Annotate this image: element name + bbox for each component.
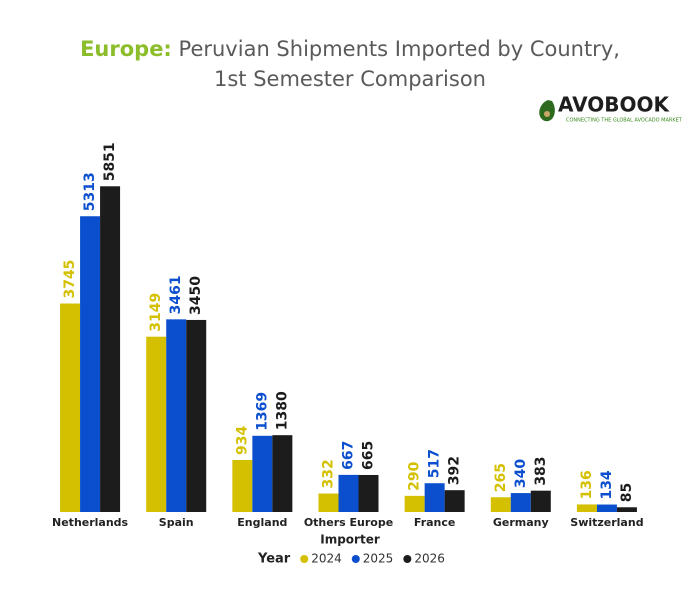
data-label: 332	[321, 459, 337, 488]
bar	[232, 460, 253, 512]
data-label: 392	[447, 456, 463, 485]
legend-swatch	[403, 555, 412, 563]
legend-title: Year	[257, 552, 291, 567]
data-label: 1380	[274, 391, 290, 430]
data-label: 934	[234, 426, 250, 455]
data-label: 665	[361, 441, 377, 470]
data-label: 134	[599, 470, 615, 499]
data-label: 3149	[148, 293, 164, 332]
data-label: 5313	[82, 172, 98, 211]
data-label: 3461	[168, 275, 184, 314]
logo-icon	[539, 100, 555, 122]
bar	[576, 504, 597, 512]
x-tick-label: Switzerland	[570, 516, 643, 529]
logo-tagline: CONNECTING THE GLOBAL AVOCADO MARKET	[566, 118, 683, 124]
bar	[490, 497, 511, 512]
bar	[146, 336, 167, 512]
legend-swatch	[351, 555, 360, 563]
bar	[272, 435, 293, 512]
data-label: 3450	[188, 276, 204, 315]
title-text: Peruvian Shipments Imported by Country, …	[178, 37, 620, 91]
data-label: 265	[493, 463, 509, 492]
logo-text: AVOBOOK	[558, 93, 670, 117]
data-label: 340	[513, 459, 529, 488]
title-prefix: Europe:	[80, 37, 172, 61]
data-label: 1369	[254, 392, 270, 431]
bar	[530, 490, 551, 512]
data-label: 290	[407, 461, 423, 490]
legend-swatch	[300, 555, 309, 563]
data-label: 517	[427, 449, 443, 478]
x-axis-label: Importer	[320, 533, 380, 547]
bar	[186, 319, 207, 512]
bar	[424, 483, 445, 512]
bar	[404, 495, 425, 512]
bar	[252, 435, 273, 512]
x-tick-label: Others Europe	[304, 516, 393, 529]
logo-icon-seed	[544, 111, 550, 117]
bar	[338, 474, 359, 512]
x-tick-label: England	[237, 516, 287, 529]
data-label: 5851	[102, 142, 118, 181]
bar	[166, 319, 187, 512]
x-tick-label: France	[414, 516, 455, 529]
logo: AVOBOOK CONNECTING THE GLOBAL AVOCADO MA…	[539, 93, 683, 124]
bar	[100, 186, 121, 513]
data-label: 136	[579, 470, 595, 499]
bar	[510, 493, 531, 512]
data-label: 383	[533, 456, 549, 485]
legend-label: 2024	[311, 552, 342, 566]
bar	[358, 474, 379, 512]
chart-title: Europe: Peruvian Shipments Imported by C…	[80, 34, 620, 94]
bar	[80, 216, 101, 513]
legend-label: 2026	[414, 552, 445, 566]
data-label: 85	[619, 483, 635, 502]
x-tick-label: Germany	[493, 516, 549, 529]
data-label: 3745	[62, 260, 78, 299]
bar	[444, 490, 465, 512]
bar	[60, 303, 81, 512]
bar	[596, 504, 617, 512]
data-label: 667	[341, 441, 357, 470]
bar	[616, 507, 637, 512]
x-tick-label: Netherlands	[52, 516, 129, 529]
x-tick-label: Spain	[159, 516, 194, 529]
bar	[318, 493, 339, 512]
legend-label: 2025	[363, 552, 394, 566]
